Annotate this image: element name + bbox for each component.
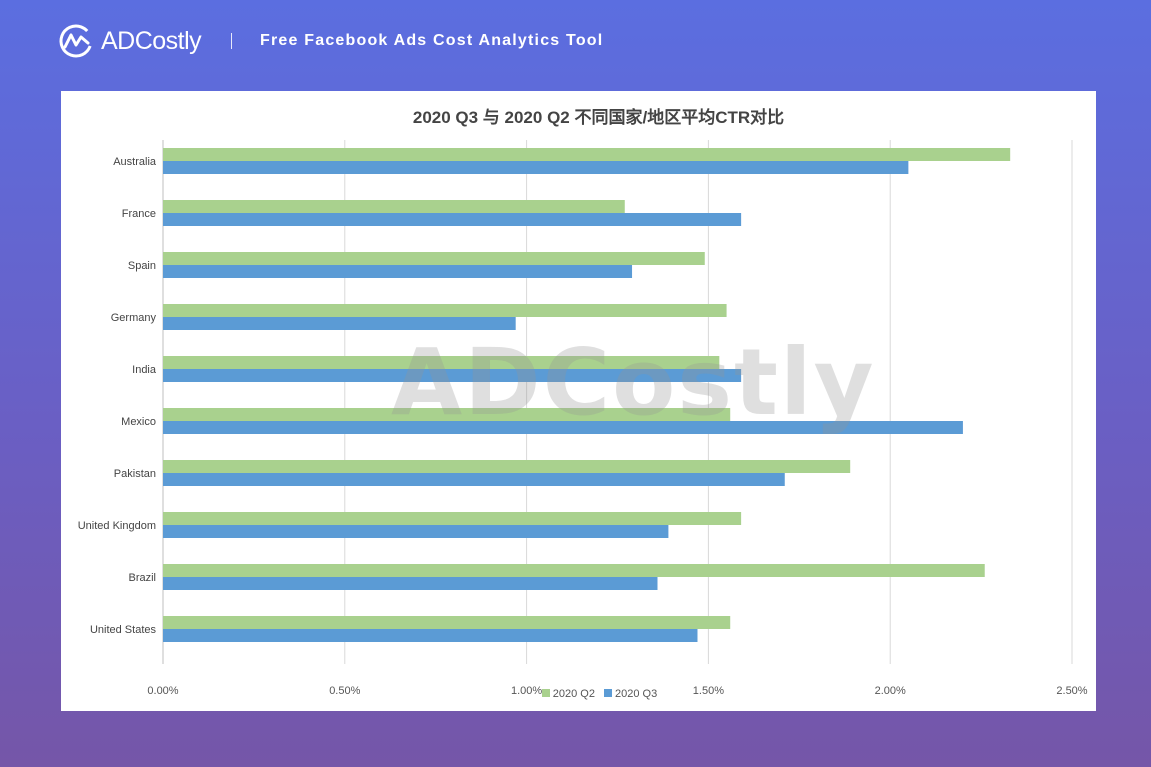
bar-q3 xyxy=(163,577,658,590)
x-tick-label: 2.00% xyxy=(875,685,906,697)
bar-q2 xyxy=(163,460,851,473)
watermark: ADCostly xyxy=(391,329,876,436)
header-divider xyxy=(231,33,232,49)
header: ADCostly Free Facebook Ads Cost Analytic… xyxy=(0,0,1151,84)
category-label: Spain xyxy=(128,260,156,272)
x-tick-label: 0.00% xyxy=(147,685,178,697)
bar-q2 xyxy=(163,200,625,213)
category-label: Brazil xyxy=(128,572,156,584)
category-label: Mexico xyxy=(121,416,156,428)
category-label: Pakistan xyxy=(114,468,156,480)
x-tick-label: 1.00% xyxy=(511,685,542,697)
bar-q3 xyxy=(163,265,633,278)
brand-name: ADCostly xyxy=(101,27,202,55)
bar-q2 xyxy=(163,512,742,525)
legend-swatch-q3 xyxy=(604,689,613,698)
bar-q2 xyxy=(163,564,985,577)
category-label: Germany xyxy=(111,312,157,324)
legend-swatch-q2 xyxy=(541,689,550,698)
bar-q3 xyxy=(163,421,963,434)
bar-q3 xyxy=(163,161,909,174)
bar-q3 xyxy=(163,525,669,538)
adcostly-logo-icon xyxy=(59,24,93,58)
tagline: Free Facebook Ads Cost Analytics Tool xyxy=(260,32,604,49)
bar-chart: 0.00% 0.50% 1.00% 1.50% 2.00% 2.50% Australia F… xyxy=(78,140,1088,697)
chart-title: 2020 Q3 与 2020 Q2 不同国家/地区平均CTR对比 xyxy=(412,108,785,127)
bar-q2 xyxy=(163,408,731,421)
legend-item-q3: 2020 Q3 xyxy=(602,688,657,700)
legend-label-q3: 2020 Q3 xyxy=(615,688,658,700)
x-tick-label: 2.50% xyxy=(1056,685,1087,697)
category-label: United States xyxy=(90,624,157,636)
bar-q2 xyxy=(163,252,705,265)
chart-legend: 2020 Q2 2020 Q3 xyxy=(61,688,1136,700)
bar-q3 xyxy=(163,213,742,226)
legend-label-q2: 2020 Q2 xyxy=(552,688,595,700)
bar-q2 xyxy=(163,616,731,629)
bar-q3 xyxy=(163,317,516,330)
bar-q3 xyxy=(163,369,742,382)
x-tick-label: 1.50% xyxy=(693,685,724,697)
category-label: Australia xyxy=(113,156,157,168)
bar-q3 xyxy=(163,473,785,486)
chart-card: 0.00% 0.50% 1.00% 1.50% 2.00% 2.50% Australia F… xyxy=(61,91,1096,711)
bar-q3 xyxy=(163,629,698,642)
legend-item-q2: 2020 Q2 xyxy=(540,688,595,700)
category-label: France xyxy=(122,208,156,220)
bar-q2 xyxy=(163,356,720,369)
x-tick-label: 0.50% xyxy=(329,685,360,697)
category-label: United Kingdom xyxy=(78,520,156,532)
category-label: India xyxy=(132,364,157,376)
bar-q2 xyxy=(163,304,727,317)
bar-q2 xyxy=(163,148,1011,161)
